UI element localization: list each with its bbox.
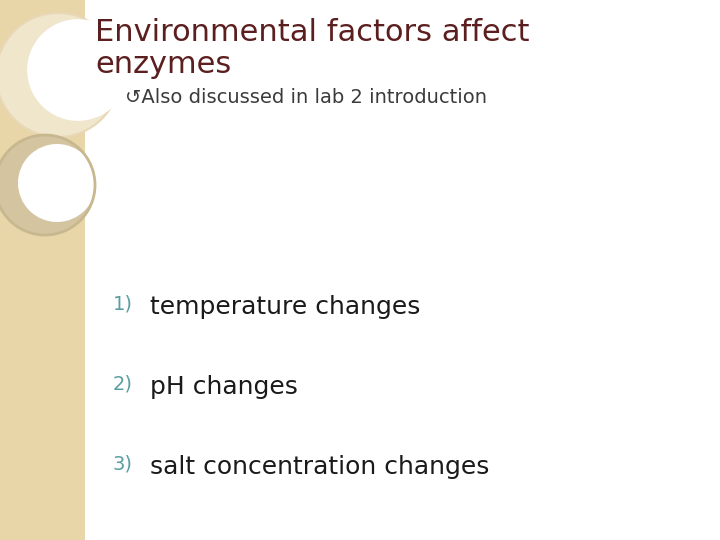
Text: Environmental factors affect: Environmental factors affect [95, 18, 529, 47]
Circle shape [0, 13, 120, 137]
Text: ↺Also discussed in lab 2 introduction: ↺Also discussed in lab 2 introduction [125, 88, 487, 107]
Circle shape [27, 19, 129, 121]
Text: enzymes: enzymes [95, 50, 231, 79]
Text: pH changes: pH changes [150, 375, 298, 399]
Text: 1): 1) [113, 295, 133, 314]
Bar [0, 0, 85, 540]
Circle shape [18, 144, 96, 222]
Circle shape [0, 135, 95, 235]
Text: temperature changes: temperature changes [150, 295, 420, 319]
Text: 2): 2) [113, 375, 133, 394]
Text: 3): 3) [113, 455, 133, 474]
Text: salt concentration changes: salt concentration changes [150, 455, 490, 479]
